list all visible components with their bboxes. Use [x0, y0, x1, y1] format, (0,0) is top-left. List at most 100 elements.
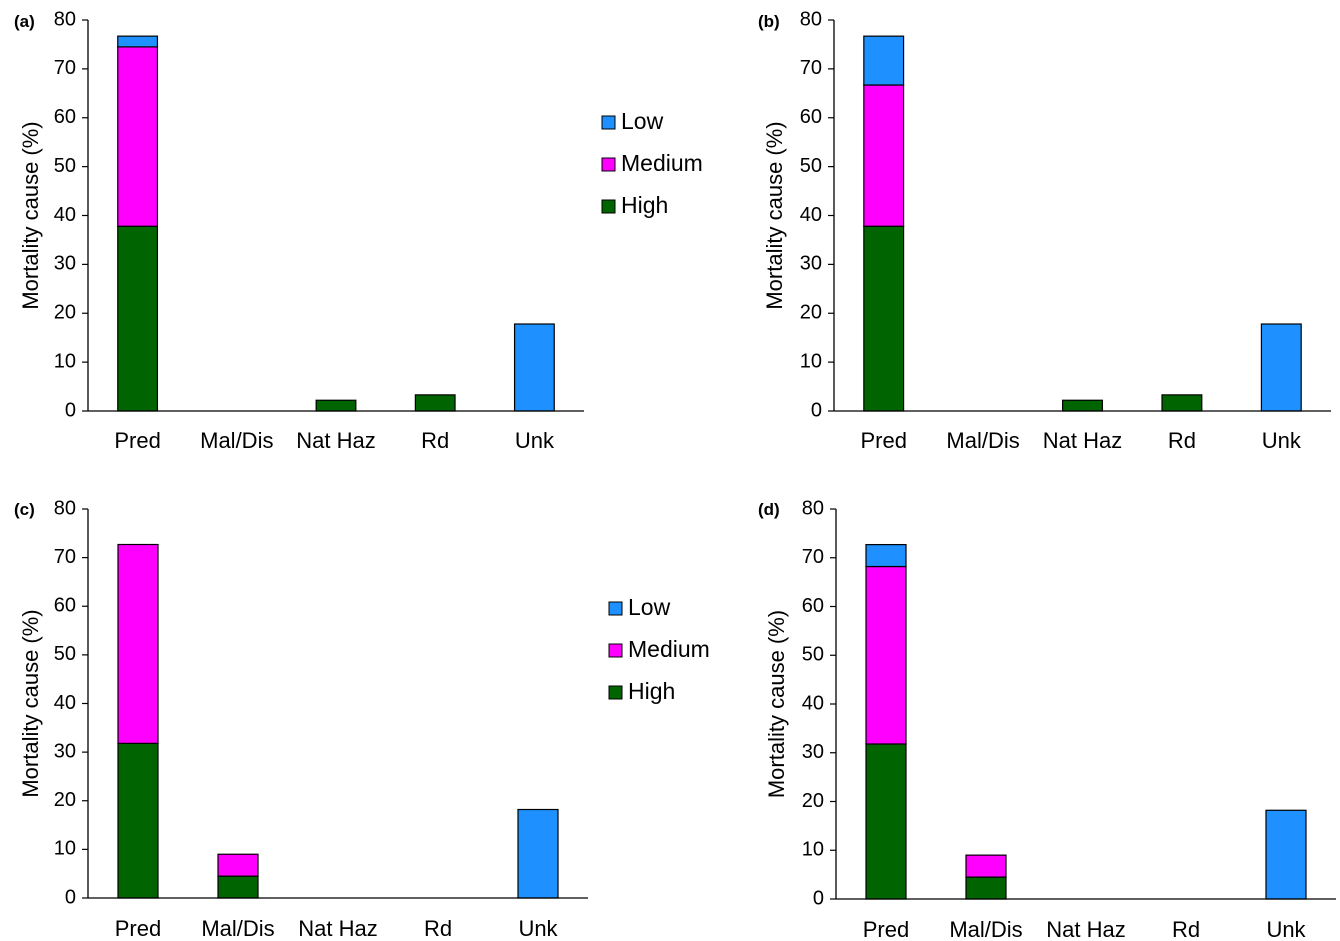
bar-segment-high: [965, 876, 1007, 900]
x-tick-label: Nat Haz: [298, 916, 377, 941]
panel-label: (b): [758, 12, 780, 31]
y-tick-label: 80: [54, 8, 76, 30]
y-tick-label: 70: [54, 57, 76, 79]
legend-swatch-high: [608, 685, 623, 700]
bar-segment-high: [117, 225, 159, 412]
y-axis-label: Mortality cause (%): [18, 121, 43, 309]
chart-panel: (b) Mortality cause (%) Pred Mal/Dis Nat Haz…: [758, 8, 1331, 453]
y-tick-label: 0: [813, 887, 824, 909]
x-tick-label: Unk: [1262, 428, 1302, 453]
legend: Low Medium High: [608, 594, 710, 704]
y-tick-label: 60: [54, 595, 76, 617]
y-tick-label: 20: [54, 302, 76, 324]
bar-segment-high: [1062, 399, 1103, 412]
x-tick-label: Rd: [421, 428, 449, 453]
y-axis-label: Mortality cause (%): [18, 609, 43, 797]
x-tick-label: Unk: [1266, 917, 1306, 941]
y-tick-label: 80: [800, 8, 822, 30]
y-tick-label: 70: [800, 57, 822, 79]
y-tick-label: 40: [800, 204, 822, 226]
y-tick-label: 10: [802, 839, 824, 861]
y-tick-label: 10: [54, 350, 76, 372]
bar-segment-high: [865, 743, 907, 900]
x-tick-label: Mal/Dis: [201, 916, 274, 941]
bar-segment-medium: [217, 853, 259, 877]
y-tick-label: 50: [800, 155, 822, 177]
x-tick-label: Pred: [860, 428, 906, 453]
y-tick-label: 40: [54, 692, 76, 714]
legend-label: Medium: [621, 150, 703, 176]
x-tick-label: Unk: [515, 428, 555, 453]
bar-segment-high: [117, 742, 159, 899]
y-tick-label: 80: [54, 497, 76, 519]
bar-segment-medium: [965, 854, 1007, 878]
legend-swatch-medium: [608, 643, 623, 658]
x-tick-label: Pred: [863, 917, 909, 941]
x-tick-label: Mal/Dis: [946, 428, 1019, 453]
x-tick-label: Rd: [424, 916, 452, 941]
bar-segment-high: [1161, 394, 1203, 412]
y-tick-label: 0: [811, 399, 822, 421]
y-tick-label: 10: [54, 838, 76, 860]
y-tick-label: 50: [54, 643, 76, 665]
x-tick-label: Unk: [518, 916, 558, 941]
legend-swatch-low: [608, 601, 623, 616]
y-tick-label: 60: [802, 595, 824, 617]
y-tick-label: 0: [65, 399, 76, 421]
y-tick-label: 50: [802, 644, 824, 666]
legend-swatch-medium: [601, 157, 616, 172]
chart-panel: (c) Mortality cause (%) Pred Mal/Dis Nat Haz…: [14, 497, 710, 941]
legend-label: High: [628, 678, 675, 704]
y-tick-label: 70: [54, 546, 76, 568]
legend-swatch-high: [601, 199, 616, 214]
y-tick-label: 10: [800, 350, 822, 372]
chart-panel: (a) Mortality cause (%) Pred Mal/Dis Nat Haz…: [14, 8, 703, 453]
legend-swatch-low: [601, 115, 616, 130]
y-tick-label: 80: [802, 497, 824, 519]
bar-segment-high: [315, 399, 357, 412]
bar-segment-high: [863, 225, 905, 412]
y-axis-label: Mortality cause (%): [764, 610, 789, 798]
bar-segment-medium: [117, 543, 159, 744]
x-tick-label: Nat Haz: [296, 428, 375, 453]
legend-label: Medium: [628, 636, 710, 662]
y-tick-label: 30: [54, 740, 76, 762]
bar-segment-low: [865, 543, 907, 568]
y-tick-label: 0: [65, 886, 76, 908]
y-tick-label: 30: [802, 741, 824, 763]
legend-label: High: [621, 192, 668, 218]
x-tick-label: Rd: [1172, 917, 1200, 941]
x-tick-label: Mal/Dis: [200, 428, 273, 453]
legend: Low Medium High: [601, 108, 703, 218]
y-tick-label: 20: [800, 302, 822, 324]
x-tick-label: Nat Haz: [1046, 917, 1125, 941]
bar-segment-high: [217, 875, 259, 899]
bar-segment-medium: [863, 84, 905, 227]
y-tick-label: 40: [802, 692, 824, 714]
bar-segment-medium: [865, 565, 907, 745]
legend-label: Low: [621, 108, 664, 134]
y-axis-label: Mortality cause (%): [762, 121, 787, 309]
panel-label: (d): [758, 500, 780, 519]
bar-segment-low: [1260, 323, 1302, 412]
bar-segment-low: [863, 35, 905, 86]
bar-segment-low: [1265, 809, 1307, 900]
panel-label: (a): [14, 12, 35, 31]
bar-segment-low: [517, 808, 559, 899]
chart-panel: (d) Mortality cause (%) Pred Mal/Dis Nat Haz…: [758, 497, 1336, 941]
y-tick-label: 20: [54, 789, 76, 811]
y-tick-label: 30: [800, 253, 822, 275]
x-tick-label: Mal/Dis: [949, 917, 1022, 941]
legend-label: Low: [628, 594, 671, 620]
bar-segment-high: [414, 394, 456, 412]
x-tick-label: Rd: [1168, 428, 1196, 453]
bar-segment-medium: [117, 46, 159, 227]
y-tick-label: 40: [54, 204, 76, 226]
y-tick-label: 60: [800, 106, 822, 128]
y-tick-label: 70: [802, 546, 824, 568]
y-tick-label: 30: [54, 253, 76, 275]
y-tick-label: 50: [54, 155, 76, 177]
bar-segment-low: [513, 323, 555, 412]
bar-segment-low: [117, 35, 159, 48]
